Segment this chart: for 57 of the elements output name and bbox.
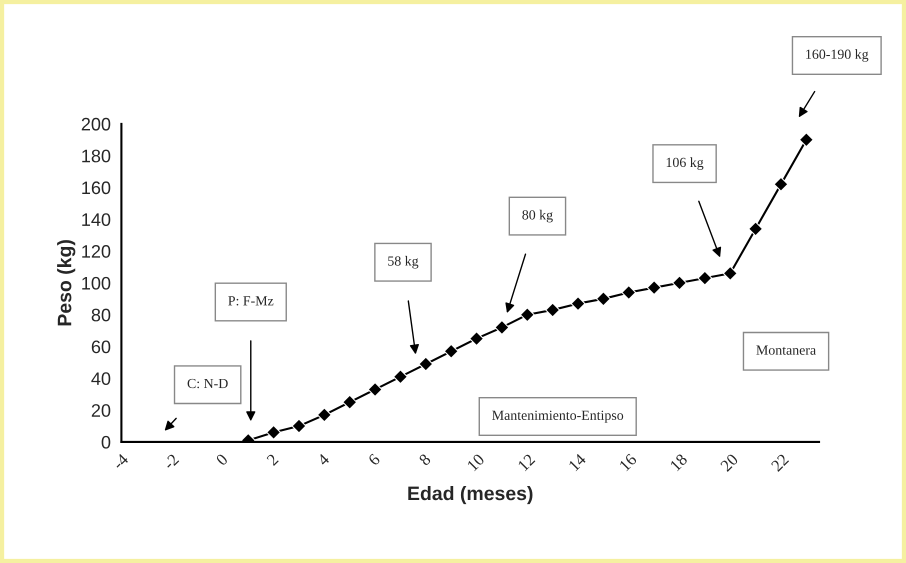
annotation: 80 kg [522, 210, 553, 222]
point [368, 382, 382, 397]
point [520, 307, 535, 322]
point [545, 302, 560, 318]
y-tick-label: 120 [82, 245, 110, 258]
point [266, 425, 282, 440]
x-tick-label: 20 [720, 453, 739, 472]
x-tick-label: 10 [466, 453, 485, 472]
point [570, 296, 586, 311]
x-tick-label: 2 [266, 453, 279, 466]
point [748, 221, 763, 236]
annotation: 106 kg [666, 157, 704, 170]
x-tick-label: 6 [368, 453, 381, 466]
y-tick-label: 20 [92, 404, 110, 417]
y-tick-label: 100 [82, 276, 110, 290]
y-axis-title: Peso (kg) [57, 240, 76, 326]
x-tick-label: 8 [418, 453, 432, 466]
point [798, 132, 814, 148]
point [418, 356, 434, 372]
y-tick-label: 0 [102, 436, 110, 449]
point [722, 266, 738, 281]
y-tick-label: 60 [92, 340, 110, 354]
point [596, 291, 611, 306]
point [774, 176, 788, 192]
annotation: P: F-Mz [228, 296, 274, 306]
point [494, 320, 510, 335]
y-tick-label: 40 [91, 372, 110, 386]
point [672, 276, 687, 290]
annotation: 58 kg [388, 256, 418, 269]
x-tick-label: -2 [162, 453, 180, 470]
point [469, 331, 484, 346]
y-tick-label: 140 [82, 213, 110, 226]
point [697, 270, 712, 286]
x-axis-title: Edad (meses) [408, 486, 532, 504]
point [393, 369, 408, 384]
y-tick-label: 160 [82, 181, 110, 194]
y-tick-label: 80 [92, 308, 110, 322]
x-tick-label: 12 [517, 453, 536, 472]
point [646, 280, 662, 296]
annotation: Montanera [756, 346, 816, 355]
point [621, 285, 636, 300]
point [316, 408, 332, 422]
y-tick-label: 200 [82, 118, 110, 131]
x-tick-label: -4 [112, 452, 129, 470]
x-tick-label: 0 [215, 453, 228, 466]
x-tick-label: 16 [618, 453, 638, 472]
point [292, 418, 306, 434]
text: 160-190 kg [806, 49, 868, 62]
x-tick-label: 22 [770, 453, 790, 472]
point [342, 394, 358, 410]
x-tick-label: 4 [316, 452, 330, 466]
annotation: C: N-D [188, 378, 228, 388]
annotation: Mantenimiento-Entipso [492, 410, 624, 423]
point [444, 344, 459, 359]
x-tick-label: 18 [670, 453, 688, 472]
y-tick-label: 180 [82, 150, 110, 162]
x-tick-label: 14 [568, 452, 587, 472]
